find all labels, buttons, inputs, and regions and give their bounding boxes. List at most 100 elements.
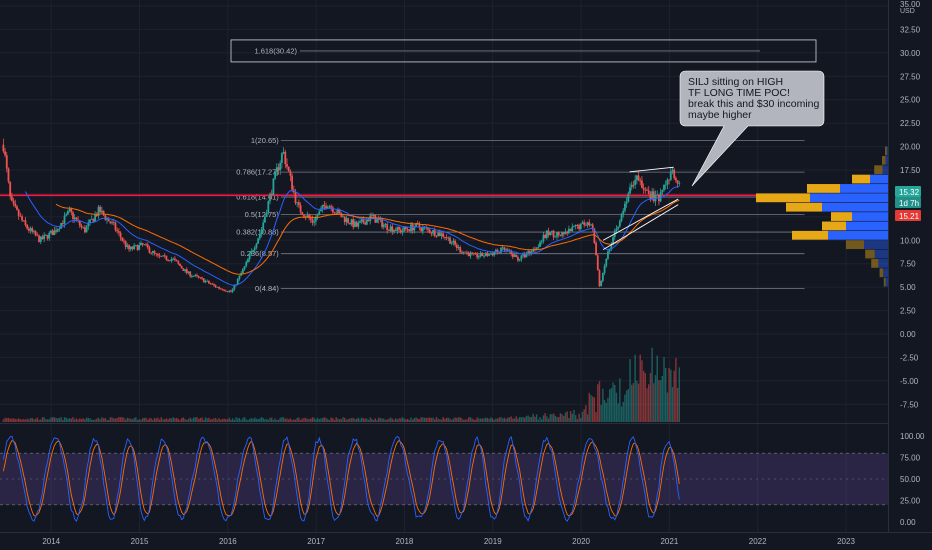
volume-bar <box>216 419 219 422</box>
candle-body <box>427 227 429 230</box>
volume-bar <box>157 417 159 422</box>
volume-bar <box>462 419 465 422</box>
volume-bar <box>248 419 251 422</box>
volume-bar <box>311 417 314 422</box>
volume-bar <box>671 387 674 422</box>
volume-bar <box>580 417 582 422</box>
candle-body <box>297 202 300 206</box>
candle-body <box>617 226 620 229</box>
volume-bar <box>468 417 470 422</box>
candle-body <box>296 202 299 204</box>
volume-bar <box>408 419 410 422</box>
candle-body <box>9 181 12 197</box>
candle-body <box>664 184 667 186</box>
volume-bar <box>284 418 286 422</box>
volume-bar <box>301 418 303 422</box>
volume-bar <box>155 418 157 422</box>
candle-body <box>117 231 120 233</box>
candle-body <box>12 200 15 204</box>
volume-bar <box>503 417 506 422</box>
volume-bar <box>55 417 57 422</box>
volume-bar <box>323 417 326 422</box>
volume-bar <box>379 418 382 422</box>
volume-bar <box>383 418 385 422</box>
volume-bar <box>614 384 616 422</box>
callout-annotation[interactable]: SILJ sitting on HIGH TF LONG TIME POC! b… <box>679 70 825 187</box>
volume-bar <box>510 416 512 422</box>
candle-body <box>150 252 153 254</box>
volume-profile-bar <box>792 230 828 240</box>
volume-bar <box>140 419 142 422</box>
candle-body <box>381 219 383 228</box>
candle-body <box>404 227 407 230</box>
candle-body <box>387 230 390 231</box>
fib-level-label: 0.618(14.61) <box>236 193 279 202</box>
support-trendline <box>602 198 679 241</box>
volume-bar <box>9 418 11 422</box>
price-tick-label: 10.00 <box>900 236 921 245</box>
volume-bar <box>637 383 640 422</box>
volume-bar <box>403 418 405 422</box>
candle-body <box>233 284 236 290</box>
trendlines[interactable] <box>602 166 679 251</box>
price-tick-label: 2.50 <box>900 307 916 316</box>
candle-body <box>321 204 324 209</box>
candle-body <box>634 179 637 185</box>
volume-profile-bar <box>870 174 888 184</box>
volume-bar <box>45 419 47 422</box>
prev-close-tag: 15.21 <box>895 210 921 221</box>
candle-body <box>241 269 244 274</box>
time-axis[interactable]: 2014 2015 2016 2017 2018 2019 2020 2021 2022 2023 <box>42 537 855 546</box>
volume-bar <box>612 382 614 422</box>
candle-body <box>335 212 338 214</box>
volume-bar <box>607 397 609 422</box>
volume-bar <box>507 417 509 422</box>
volume-bar <box>648 384 650 422</box>
time-tick-label: 2017 <box>307 537 325 546</box>
volume-bar <box>454 417 456 422</box>
candle-body <box>437 232 440 237</box>
candle-body <box>518 259 521 261</box>
stoch-axis[interactable]: 100.00 75.00 50.00 25.00 0.00 <box>900 432 925 527</box>
candle-body <box>493 252 496 256</box>
candle-body <box>272 178 275 195</box>
candle-body <box>119 232 122 238</box>
candle-body <box>153 251 156 254</box>
volume-bar <box>549 414 551 422</box>
volume-bar <box>388 418 390 422</box>
candle-body <box>87 222 90 227</box>
candle-body <box>248 254 251 260</box>
candle-body <box>136 245 139 250</box>
candle-body <box>403 227 406 231</box>
volume-bar <box>118 417 120 422</box>
volume-bar <box>338 419 341 422</box>
candle-body <box>2 144 5 152</box>
candle-body <box>182 268 185 271</box>
volume-profile-bar <box>822 202 888 212</box>
candle-body <box>140 242 142 246</box>
support-trendline <box>602 204 679 251</box>
volume-bar <box>87 417 89 422</box>
volume-bar <box>658 380 660 422</box>
volume-bar <box>238 417 241 422</box>
volume-profile-bar <box>810 193 888 203</box>
candle-body <box>459 247 462 253</box>
candle-body <box>160 256 163 257</box>
candle-body <box>104 215 107 220</box>
candle-body <box>406 229 409 230</box>
volume-bar <box>211 419 213 422</box>
volume-bar <box>271 417 273 422</box>
candle-body <box>190 276 193 277</box>
volume-bar <box>162 419 164 422</box>
candle-body <box>129 246 132 250</box>
volume-bar <box>539 416 541 422</box>
candle-body <box>591 224 594 229</box>
candle-body <box>342 216 344 218</box>
fibonacci-retracement[interactable]: 1.618(30.42) 1(20.65) 0.786(17.27) 0.618(14… <box>230 39 817 293</box>
price-tick-label: -2.50 <box>900 353 919 362</box>
fib-level-label: 0.236(8.57) <box>240 249 279 258</box>
candle-body <box>89 219 91 223</box>
volume-bar <box>133 417 135 422</box>
resistance-trendline <box>629 166 674 173</box>
volume-bar <box>230 419 232 422</box>
